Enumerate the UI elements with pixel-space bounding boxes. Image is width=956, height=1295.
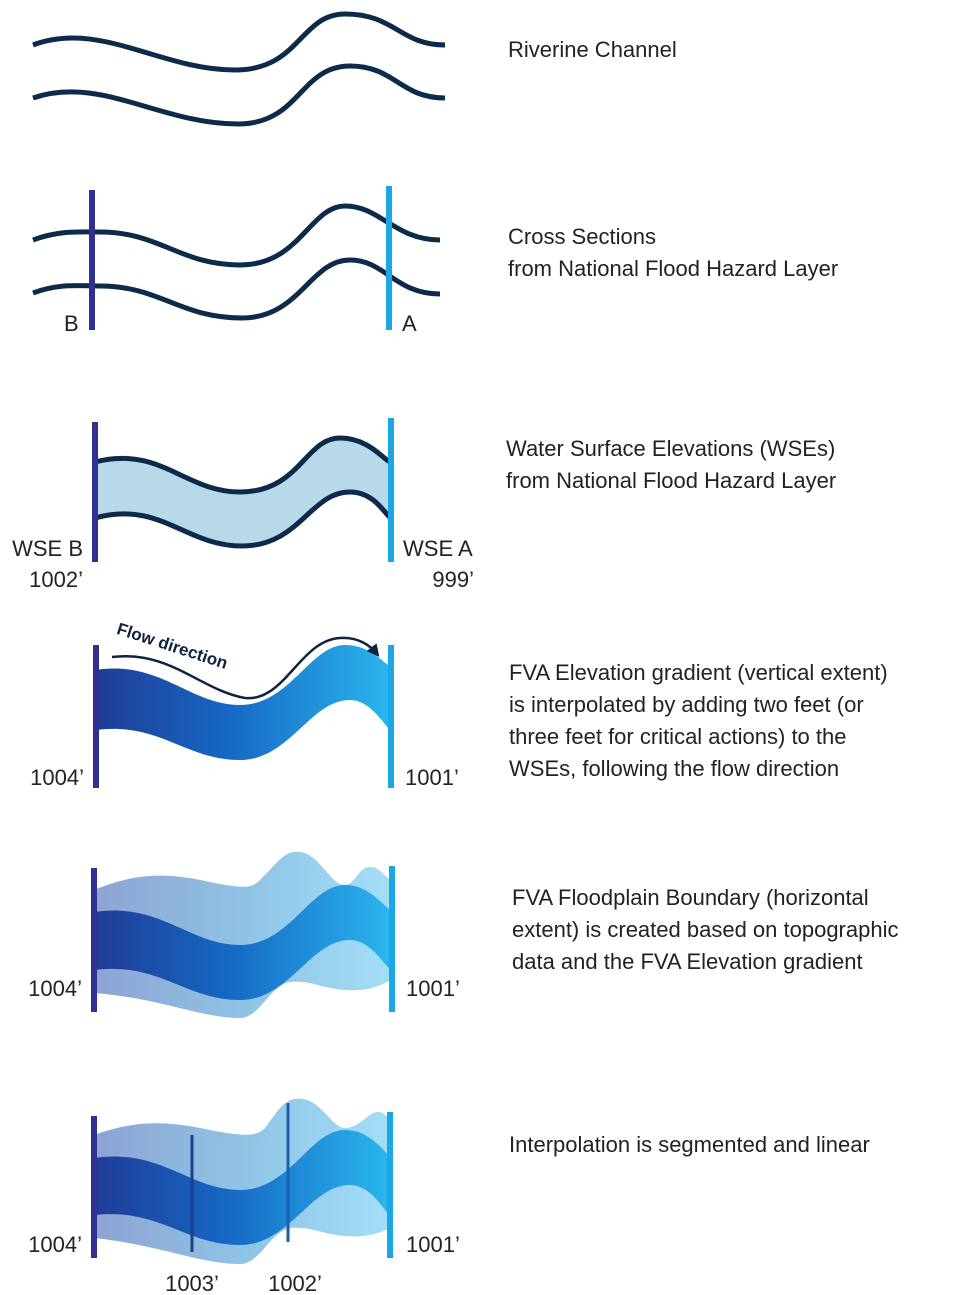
wse-a-label: WSE A	[403, 536, 473, 561]
description-line: from National Flood Hazard Layer	[508, 256, 839, 281]
cross-section-a-label: A	[402, 311, 417, 336]
segmented-mid-value-1003: 1003’	[165, 1271, 219, 1295]
step-floodplain-boundary: 1004’ 1001’	[28, 851, 460, 1018]
cross-section-b-label: B	[64, 311, 79, 336]
channel-bank-upper	[94, 435, 392, 495]
flow-direction-label: Flow direction	[115, 619, 230, 673]
channel-bank-lower	[94, 489, 393, 549]
channel-bank-upper	[32, 11, 446, 73]
description-line: FVA Floodplain Boundary (horizontal	[512, 885, 869, 910]
elevation-left-value: 1004’	[30, 765, 84, 790]
segmented-mid-value-1002: 1002’	[268, 1271, 322, 1295]
floodplain-boundary-description: FVA Floodplain Boundary (horizontal exte…	[512, 882, 898, 978]
step-cross-sections: B A	[32, 186, 441, 336]
elevation-right-value: 1001’	[405, 765, 459, 790]
step-water-surface-elevations: WSE B 1002’ WSE A 999’	[12, 418, 474, 592]
step-segmented-interpolation: 1004’ 1001’ 1003’ 1002’	[28, 1098, 460, 1295]
description-line: Riverine Channel	[508, 37, 677, 62]
step-elevation-gradient: Flow direction 1004’ 1001’	[30, 619, 459, 790]
segmented-left-value: 1004’	[28, 1232, 82, 1257]
segmented-interpolation-description: Interpolation is segmented and linear	[509, 1129, 870, 1161]
elevation-gradient-band	[96, 645, 391, 760]
wse-b-value: 1002’	[29, 567, 83, 592]
wse-b-label: WSE B	[12, 536, 83, 561]
description-line: extent) is created based on topographic	[512, 917, 899, 942]
riverine-channel-description: Riverine Channel	[508, 34, 677, 66]
description-line: from National Flood Hazard Layer	[506, 468, 837, 493]
step-riverine-channel	[32, 11, 446, 127]
flow-direction-arrow	[111, 636, 380, 700]
description-line: Interpolation is segmented and linear	[509, 1132, 870, 1157]
description-line: data and the FVA Elevation gradient	[512, 949, 863, 974]
description-line: is interpolated by adding two feet (or	[509, 692, 864, 717]
floodplain-left-value: 1004’	[28, 976, 82, 1001]
description-line: WSEs, following the flow direction	[509, 756, 840, 781]
wse-description: Water Surface Elevations (WSEs) from Nat…	[506, 433, 836, 497]
elevation-gradient-band	[94, 885, 392, 1000]
floodplain-right-value: 1001’	[406, 976, 460, 1001]
description-line: Water Surface Elevations (WSEs)	[506, 436, 836, 461]
elevation-gradient-description: FVA Elevation gradient (vertical extent)…	[509, 657, 888, 785]
description-line: Cross Sections	[508, 224, 656, 249]
description-line: three feet for critical actions) to the	[509, 724, 847, 749]
segmented-right-value: 1001’	[406, 1232, 460, 1257]
cross-sections-description: Cross Sections from National Flood Hazar…	[508, 221, 838, 285]
elevation-gradient-band	[94, 1130, 390, 1245]
channel-bank-lower	[32, 63, 446, 127]
description-line: FVA Elevation gradient (vertical extent)	[509, 660, 888, 685]
wse-a-value: 999’	[432, 567, 474, 592]
